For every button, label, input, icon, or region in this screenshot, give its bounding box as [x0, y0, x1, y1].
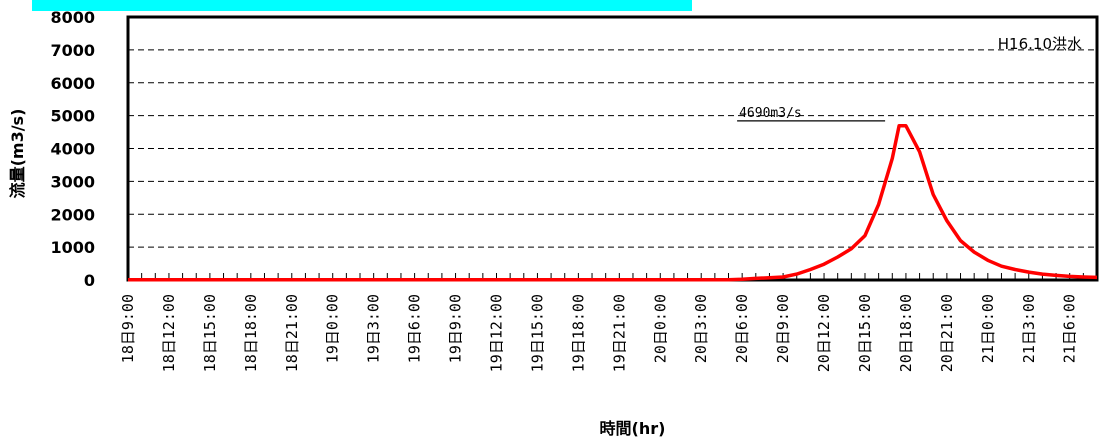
x-tick-label: 19日3:00 [365, 294, 383, 363]
y-tick-label: 2000 [50, 205, 95, 224]
x-tick-label: 20日21:00 [938, 294, 956, 372]
x-tick-label: 18日9:00 [119, 294, 137, 363]
x-axis-title: 時間(hr) [600, 419, 666, 438]
header-banner [32, 0, 692, 11]
x-tick-label: 21日0:00 [979, 294, 997, 363]
y-tick-label: 1000 [50, 238, 95, 257]
x-tick-label: 20日12:00 [815, 294, 833, 372]
x-tick-label: 19日0:00 [324, 294, 342, 363]
y-tick-label: 5000 [50, 107, 95, 126]
peak-annotation-label: 4690m3/s [739, 106, 802, 121]
x-tick-label: 18日18:00 [242, 294, 260, 372]
x-tick-label: 18日12:00 [160, 294, 178, 372]
y-tick-label: 3000 [50, 172, 95, 191]
x-tick-label: 21日6:00 [1061, 294, 1079, 363]
x-tick-label: 19日21:00 [610, 294, 628, 372]
x-tick-label: 20日9:00 [774, 294, 792, 363]
y-axis-title: 流量(m3/s) [8, 109, 27, 199]
x-tick-label: 19日18:00 [569, 294, 587, 372]
y-tick-label: 0 [84, 271, 95, 290]
x-tick-label: 19日15:00 [528, 294, 546, 372]
x-tick-label: 18日15:00 [201, 294, 219, 372]
x-tick-label: 20日3:00 [692, 294, 710, 363]
y-tick-label: 8000 [50, 8, 95, 27]
y-tick-label: 4000 [50, 140, 95, 159]
y-tick-label: 6000 [50, 74, 95, 93]
x-tick-label: 20日6:00 [733, 294, 751, 363]
x-tick-label: 20日0:00 [651, 294, 669, 363]
discharge-line [128, 124, 1098, 282]
x-tick-label: 19日9:00 [447, 294, 465, 363]
x-tick-label: 19日12:00 [487, 294, 505, 372]
flood-event-label: H16.10洪水 [998, 35, 1082, 53]
x-tick-label: 19日6:00 [406, 294, 424, 363]
x-tick-label: 18日21:00 [283, 294, 301, 372]
x-tick-label: 20日15:00 [856, 294, 874, 372]
y-tick-label: 7000 [50, 41, 95, 60]
x-tick-label: 21日3:00 [1020, 294, 1038, 363]
x-tick-label: 20日18:00 [897, 294, 915, 372]
